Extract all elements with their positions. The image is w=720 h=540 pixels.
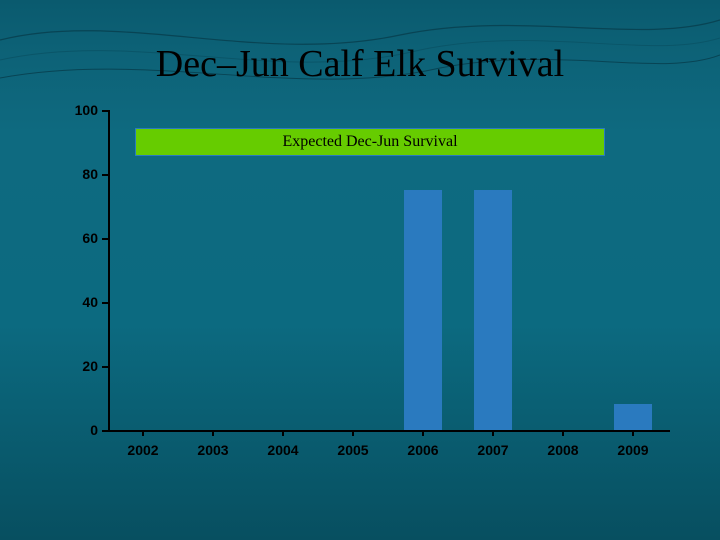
- bar: [404, 190, 443, 430]
- x-tick: [562, 430, 564, 436]
- y-tick-label: 100: [60, 102, 98, 118]
- y-tick: [102, 238, 108, 240]
- y-tick: [102, 110, 108, 112]
- bar: [614, 404, 653, 430]
- x-tick: [142, 430, 144, 436]
- y-tick: [102, 302, 108, 304]
- y-tick-label: 60: [60, 230, 98, 246]
- x-tick: [212, 430, 214, 436]
- x-tick: [422, 430, 424, 436]
- y-tick-label: 40: [60, 294, 98, 310]
- x-axis: [108, 430, 670, 432]
- x-tick: [352, 430, 354, 436]
- survival-chart: 020406080100 200220032004200520062007200…: [60, 110, 680, 480]
- x-tick-label: 2002: [127, 442, 158, 458]
- y-tick: [102, 174, 108, 176]
- x-tick-label: 2008: [547, 442, 578, 458]
- x-tick: [492, 430, 494, 436]
- x-tick-label: 2009: [617, 442, 648, 458]
- x-tick: [632, 430, 634, 436]
- x-tick-label: 2005: [337, 442, 368, 458]
- plot-area: [108, 110, 668, 430]
- x-tick: [282, 430, 284, 436]
- expected-band: Expected Dec-Jun Survival: [135, 128, 605, 156]
- x-tick-label: 2007: [477, 442, 508, 458]
- y-tick: [102, 366, 108, 368]
- y-tick-label: 80: [60, 166, 98, 182]
- bar: [474, 190, 513, 430]
- y-tick-label: 0: [60, 422, 98, 438]
- slide-title: Dec–Jun Calf Elk Survival: [0, 42, 720, 86]
- x-tick-label: 2003: [197, 442, 228, 458]
- slide: Dec–Jun Calf Elk Survival 0 20 40 60 80 100 2…: [0, 0, 720, 540]
- x-tick-label: 2006: [407, 442, 438, 458]
- y-tick-label: 20: [60, 358, 98, 374]
- y-tick: [102, 430, 108, 432]
- expected-band-label: Expected Dec-Jun Survival: [282, 133, 457, 151]
- x-tick-label: 2004: [267, 442, 298, 458]
